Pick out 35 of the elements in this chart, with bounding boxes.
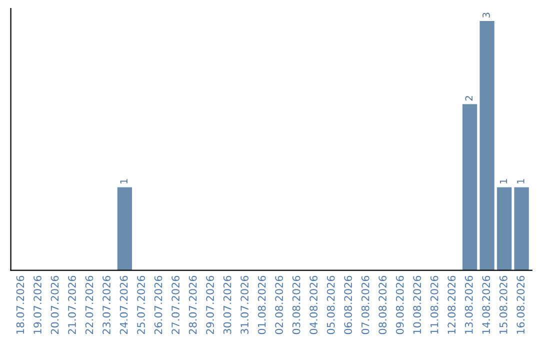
x-tick-label: 30.07.2026 xyxy=(223,276,232,334)
x-tick-label: 18.07.2026 xyxy=(16,276,24,334)
x-tick-label: 06.08.2026 xyxy=(344,276,352,334)
x-tick-label: 15.08.2026 xyxy=(499,276,508,334)
x-tick-label: 02.08.2026 xyxy=(275,276,283,334)
data-label: 1 xyxy=(120,179,128,184)
x-tick-label: 03.08.2026 xyxy=(292,276,300,334)
x-tick-label: 28.07.2026 xyxy=(188,276,197,334)
x-tick-label: 20.07.2026 xyxy=(50,276,59,334)
x-tick-label: 08.08.2026 xyxy=(378,276,387,334)
data-label: 3 xyxy=(482,12,490,18)
x-tick-label: 16.08.2026 xyxy=(516,276,525,334)
data-label: 1 xyxy=(500,179,507,184)
data-label: 1 xyxy=(517,179,524,184)
x-tick-label: 25.07.2026 xyxy=(137,276,145,334)
x-tick-label: 27.07.2026 xyxy=(172,276,180,334)
x-tick-label: 13.08.2026 xyxy=(464,276,473,334)
x-tick-label: 29.07.2026 xyxy=(206,276,214,334)
x-tick-label: 22.07.2026 xyxy=(85,276,94,334)
x-tick-label: 07.08.2026 xyxy=(361,276,370,334)
x-tick-label: 14.08.2026 xyxy=(482,276,490,334)
x-tick-label: 05.08.2026 xyxy=(326,276,335,334)
x-tick-label: 21.07.2026 xyxy=(68,276,76,334)
x-tick-label: 10.08.2026 xyxy=(413,276,422,334)
x-tick-label: 24.07.2026 xyxy=(120,276,128,334)
data-label: 2 xyxy=(465,96,472,101)
x-tick-label: 01.08.2026 xyxy=(258,276,266,334)
x-tick-label: 12.08.2026 xyxy=(448,276,456,334)
x-tick-label: 09.08.2026 xyxy=(396,276,404,334)
x-tick-label: 23.07.2026 xyxy=(102,276,110,334)
x-tick-label: 26.07.2026 xyxy=(154,276,162,334)
x-tick-label: 04.08.2026 xyxy=(310,276,318,334)
x-tick-label: 31.07.2026 xyxy=(240,276,248,334)
x-tick-label: 19.07.2026 xyxy=(34,276,42,334)
x-tick-label: 11.08.2026 xyxy=(430,276,438,334)
